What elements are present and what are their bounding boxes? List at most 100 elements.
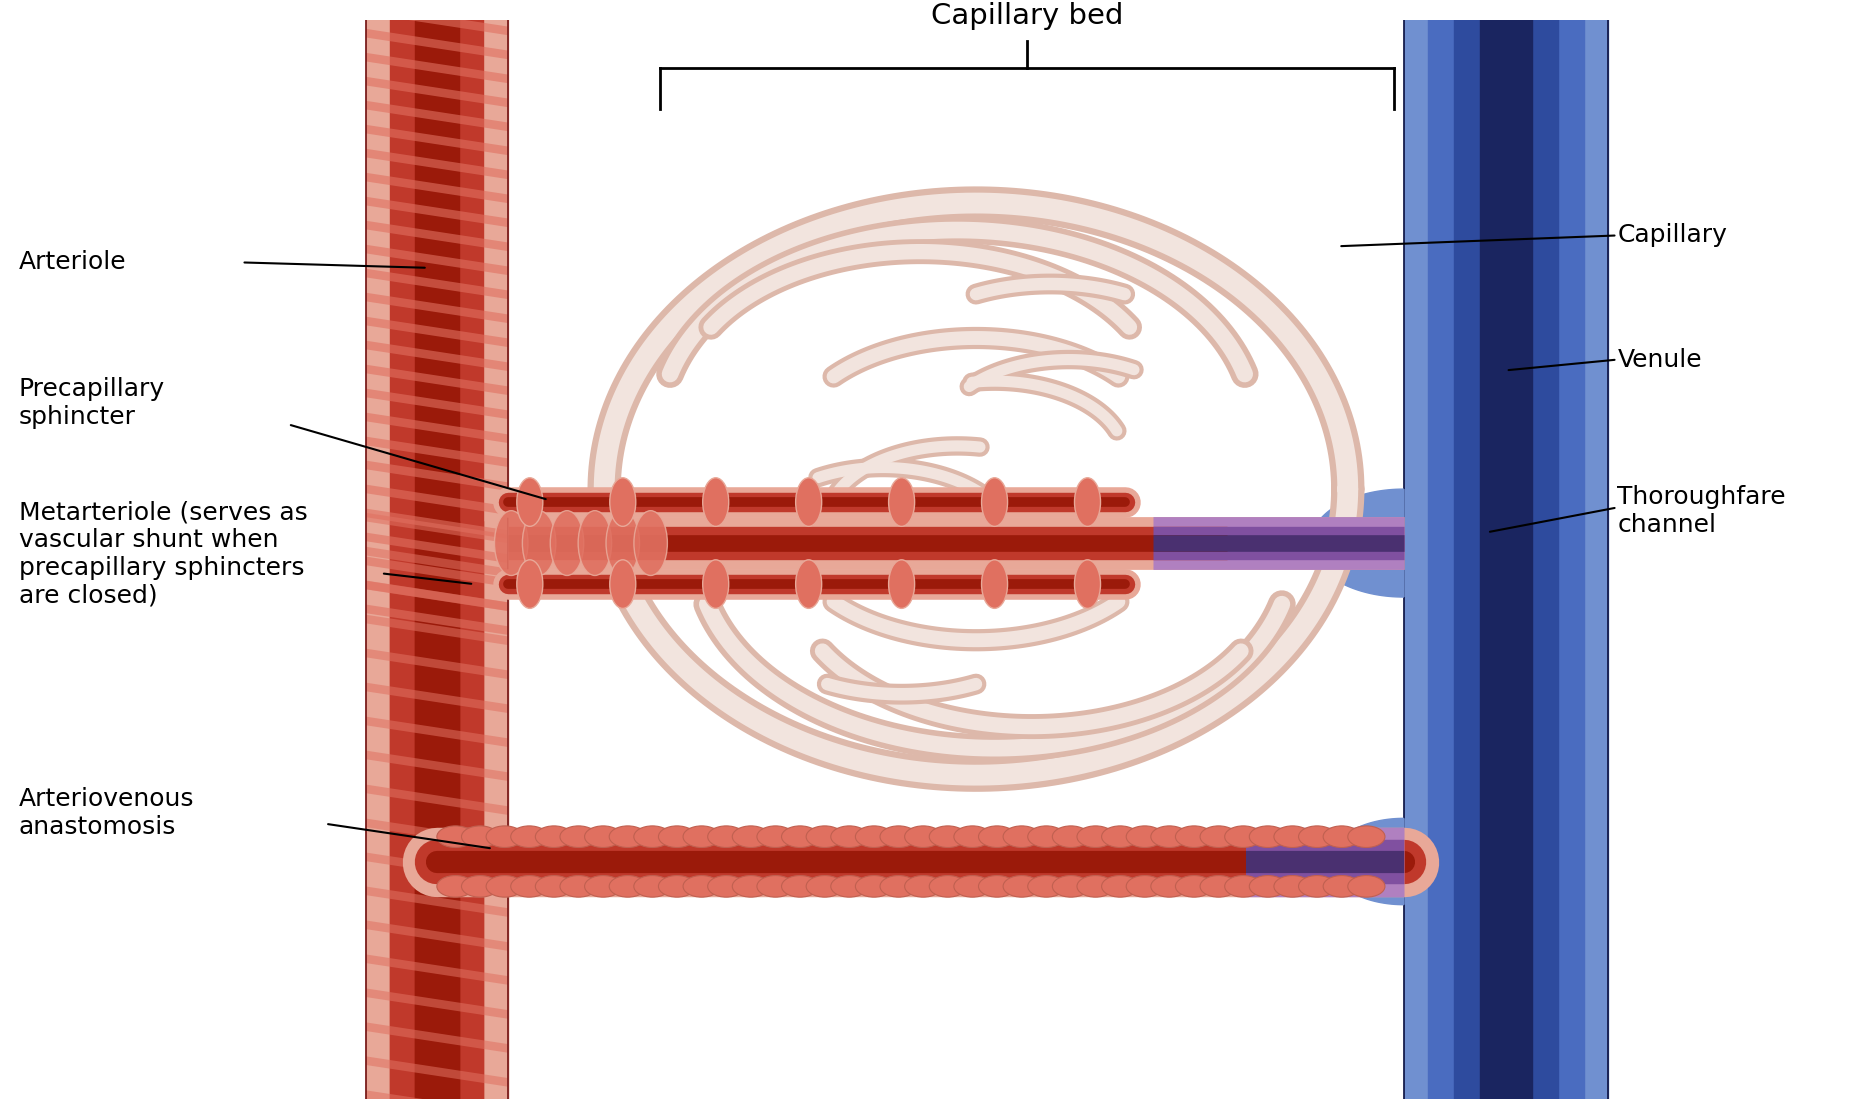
- Circle shape: [1273, 825, 1311, 847]
- Polygon shape: [366, 125, 508, 155]
- Circle shape: [1151, 876, 1188, 897]
- Circle shape: [781, 876, 818, 897]
- Polygon shape: [366, 682, 508, 713]
- Circle shape: [1175, 825, 1212, 847]
- Circle shape: [1299, 876, 1337, 897]
- Circle shape: [658, 825, 695, 847]
- Ellipse shape: [550, 511, 584, 576]
- Circle shape: [978, 876, 1015, 897]
- Circle shape: [610, 825, 647, 847]
- Circle shape: [807, 876, 844, 897]
- Polygon shape: [366, 485, 508, 515]
- Circle shape: [831, 825, 868, 847]
- Polygon shape: [366, 173, 508, 203]
- Circle shape: [610, 876, 647, 897]
- Circle shape: [708, 825, 745, 847]
- Circle shape: [560, 876, 597, 897]
- Ellipse shape: [796, 478, 822, 526]
- Polygon shape: [366, 317, 508, 347]
- Polygon shape: [366, 413, 508, 443]
- Circle shape: [1028, 876, 1065, 897]
- Circle shape: [1052, 825, 1089, 847]
- Circle shape: [1102, 876, 1140, 897]
- Circle shape: [1249, 825, 1286, 847]
- Circle shape: [1299, 825, 1337, 847]
- Polygon shape: [366, 197, 508, 227]
- Polygon shape: [366, 77, 508, 107]
- Ellipse shape: [610, 559, 636, 609]
- Polygon shape: [366, 221, 508, 251]
- Circle shape: [485, 876, 522, 897]
- Circle shape: [1225, 876, 1262, 897]
- Ellipse shape: [889, 559, 915, 609]
- Circle shape: [708, 876, 745, 897]
- Circle shape: [732, 825, 770, 847]
- Circle shape: [1175, 876, 1212, 897]
- Polygon shape: [366, 1056, 508, 1087]
- Circle shape: [807, 825, 844, 847]
- Circle shape: [930, 876, 967, 897]
- Polygon shape: [366, 292, 508, 323]
- Ellipse shape: [606, 511, 639, 576]
- Polygon shape: [366, 556, 508, 587]
- Polygon shape: [366, 604, 508, 635]
- Polygon shape: [366, 785, 508, 814]
- Circle shape: [1273, 876, 1311, 897]
- Circle shape: [905, 825, 943, 847]
- Circle shape: [930, 825, 967, 847]
- Circle shape: [954, 825, 991, 847]
- Circle shape: [757, 876, 794, 897]
- Ellipse shape: [522, 511, 556, 576]
- Circle shape: [1102, 825, 1140, 847]
- Ellipse shape: [610, 478, 636, 526]
- Polygon shape: [366, 509, 508, 539]
- Polygon shape: [366, 887, 508, 917]
- Circle shape: [1225, 825, 1262, 847]
- Polygon shape: [366, 547, 508, 577]
- Circle shape: [485, 825, 522, 847]
- Ellipse shape: [889, 478, 915, 526]
- Circle shape: [634, 825, 671, 847]
- Ellipse shape: [982, 559, 1008, 609]
- Polygon shape: [1329, 819, 1404, 904]
- Ellipse shape: [796, 559, 822, 609]
- Circle shape: [1004, 876, 1041, 897]
- Ellipse shape: [634, 511, 667, 576]
- Polygon shape: [366, 460, 508, 491]
- Polygon shape: [366, 1090, 508, 1099]
- Polygon shape: [366, 269, 508, 299]
- Circle shape: [757, 825, 794, 847]
- Text: Capillary: Capillary: [1617, 223, 1727, 247]
- Ellipse shape: [517, 478, 543, 526]
- Circle shape: [1324, 876, 1361, 897]
- Circle shape: [682, 825, 719, 847]
- Polygon shape: [366, 1022, 508, 1053]
- Circle shape: [511, 825, 548, 847]
- Circle shape: [461, 825, 498, 847]
- Circle shape: [855, 876, 892, 897]
- Text: Venule: Venule: [1617, 347, 1703, 371]
- Circle shape: [658, 876, 695, 897]
- Circle shape: [831, 876, 868, 897]
- Text: Thoroughfare
channel: Thoroughfare channel: [1617, 485, 1786, 536]
- Polygon shape: [366, 513, 508, 543]
- Circle shape: [1249, 876, 1286, 897]
- Circle shape: [584, 825, 621, 847]
- Ellipse shape: [578, 511, 612, 576]
- Circle shape: [732, 876, 770, 897]
- Polygon shape: [366, 53, 508, 84]
- Polygon shape: [366, 614, 508, 645]
- Ellipse shape: [1075, 478, 1101, 526]
- Circle shape: [1127, 825, 1164, 847]
- Circle shape: [1052, 876, 1089, 897]
- Polygon shape: [366, 4, 508, 35]
- Circle shape: [1127, 876, 1164, 897]
- Circle shape: [1201, 825, 1238, 847]
- Polygon shape: [366, 648, 508, 679]
- Polygon shape: [1311, 489, 1404, 597]
- Text: Capillary bed: Capillary bed: [931, 2, 1123, 31]
- Circle shape: [978, 825, 1015, 847]
- Polygon shape: [366, 819, 508, 848]
- Polygon shape: [366, 988, 508, 1019]
- Polygon shape: [366, 245, 508, 275]
